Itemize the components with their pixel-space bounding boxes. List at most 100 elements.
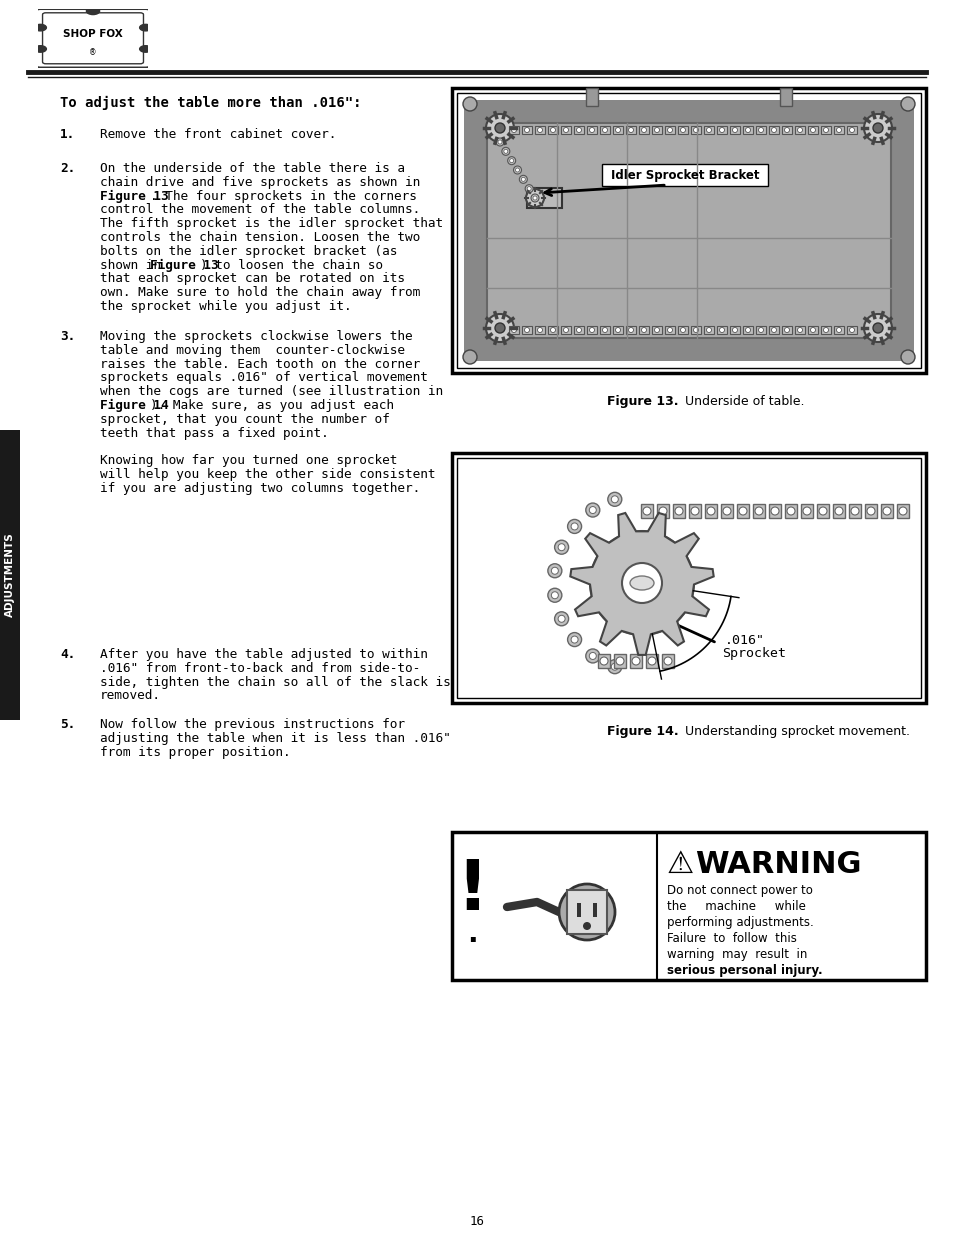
Bar — [614, 655, 625, 668]
Bar — [547, 326, 558, 333]
Text: 4.: 4. — [60, 648, 75, 661]
Text: ®: ® — [90, 48, 96, 58]
Bar — [821, 126, 830, 135]
Bar — [0, 430, 20, 720]
Bar — [574, 126, 583, 135]
Circle shape — [547, 563, 561, 578]
Text: side, tighten the chain so all of the slack is: side, tighten the chain so all of the sl… — [100, 676, 450, 689]
Bar — [794, 326, 804, 333]
Circle shape — [571, 522, 578, 530]
Circle shape — [706, 508, 714, 515]
Bar — [729, 326, 740, 333]
Circle shape — [754, 508, 762, 515]
Bar — [452, 832, 925, 981]
Bar — [599, 326, 609, 333]
Circle shape — [818, 508, 826, 515]
Circle shape — [589, 531, 693, 635]
Circle shape — [758, 327, 762, 332]
Text: controls the chain tension. Loosen the two: controls the chain tension. Loosen the t… — [100, 231, 420, 245]
Bar — [586, 126, 597, 135]
Circle shape — [810, 327, 815, 332]
Text: !: ! — [456, 857, 487, 925]
Bar — [629, 655, 641, 668]
Circle shape — [611, 495, 618, 503]
Circle shape — [615, 127, 619, 132]
Bar — [599, 126, 609, 135]
Circle shape — [850, 508, 858, 515]
Circle shape — [599, 657, 607, 664]
Text: Understanding sprocket movement.: Understanding sprocket movement. — [680, 725, 909, 739]
Circle shape — [822, 327, 827, 332]
Bar — [737, 504, 748, 517]
Circle shape — [576, 327, 581, 332]
Text: .016" from front-to-back and from side-to-: .016" from front-to-back and from side-t… — [100, 662, 420, 674]
Text: Underside of table.: Underside of table. — [680, 395, 803, 408]
Circle shape — [783, 327, 789, 332]
Circle shape — [647, 657, 656, 664]
Circle shape — [611, 663, 618, 671]
Bar — [768, 504, 781, 517]
Circle shape — [495, 124, 504, 133]
Circle shape — [866, 508, 874, 515]
Circle shape — [558, 615, 564, 622]
Text: sprockets equals .016" of vertical movement: sprockets equals .016" of vertical movem… — [100, 372, 428, 384]
Circle shape — [550, 127, 555, 132]
Bar — [456, 458, 920, 698]
Circle shape — [693, 327, 698, 332]
Circle shape — [496, 138, 503, 146]
Text: warning  may  result  in: warning may result in — [666, 948, 806, 961]
Text: ) to loosen the chain so: ) to loosen the chain so — [200, 258, 382, 272]
Circle shape — [515, 168, 519, 172]
Bar — [625, 126, 636, 135]
Bar — [864, 504, 876, 517]
Circle shape — [659, 508, 666, 515]
Circle shape — [615, 327, 619, 332]
Polygon shape — [570, 513, 713, 655]
Circle shape — [551, 592, 558, 599]
Circle shape — [513, 165, 521, 174]
Circle shape — [642, 508, 650, 515]
Bar — [661, 655, 673, 668]
Circle shape — [706, 327, 711, 332]
Circle shape — [554, 611, 568, 626]
Circle shape — [848, 327, 854, 332]
Bar — [456, 93, 920, 368]
Circle shape — [834, 508, 842, 515]
Text: Knowing how far you turned one sprocket: Knowing how far you turned one sprocket — [100, 454, 397, 467]
Circle shape — [836, 127, 841, 132]
Bar — [688, 504, 700, 517]
Bar — [848, 504, 861, 517]
Text: will help you keep the other side consistent: will help you keep the other side consis… — [100, 468, 435, 480]
Text: . The four sprockets in the corners: . The four sprockets in the corners — [150, 190, 416, 203]
Circle shape — [822, 127, 827, 132]
Text: The fifth sprocket is the idler sprocket that: The fifth sprocket is the idler sprocket… — [100, 217, 442, 230]
Bar — [521, 126, 532, 135]
Circle shape — [607, 493, 621, 506]
Text: sprocket, that you count the number of: sprocket, that you count the number of — [100, 412, 390, 426]
Text: table and moving them  counter-clockwise: table and moving them counter-clockwise — [100, 343, 405, 357]
Text: Figure 13.: Figure 13. — [607, 395, 679, 408]
Bar — [574, 326, 583, 333]
Circle shape — [616, 657, 623, 664]
Bar — [690, 126, 700, 135]
Circle shape — [802, 508, 810, 515]
Circle shape — [527, 186, 531, 190]
Bar — [651, 326, 661, 333]
Circle shape — [462, 98, 476, 111]
Bar — [832, 504, 844, 517]
Bar — [807, 126, 817, 135]
Circle shape — [719, 127, 723, 132]
Text: 5.: 5. — [60, 718, 75, 731]
Bar — [613, 126, 622, 135]
Bar — [639, 126, 648, 135]
Bar — [846, 326, 856, 333]
Circle shape — [582, 923, 590, 930]
Bar — [452, 88, 925, 373]
Circle shape — [551, 567, 558, 574]
Circle shape — [511, 327, 516, 332]
Text: from its proper position.: from its proper position. — [100, 746, 291, 758]
Circle shape — [589, 327, 594, 332]
Circle shape — [563, 327, 568, 332]
Bar — [585, 88, 598, 106]
Text: if you are adjusting two columns together.: if you are adjusting two columns togethe… — [100, 482, 420, 495]
